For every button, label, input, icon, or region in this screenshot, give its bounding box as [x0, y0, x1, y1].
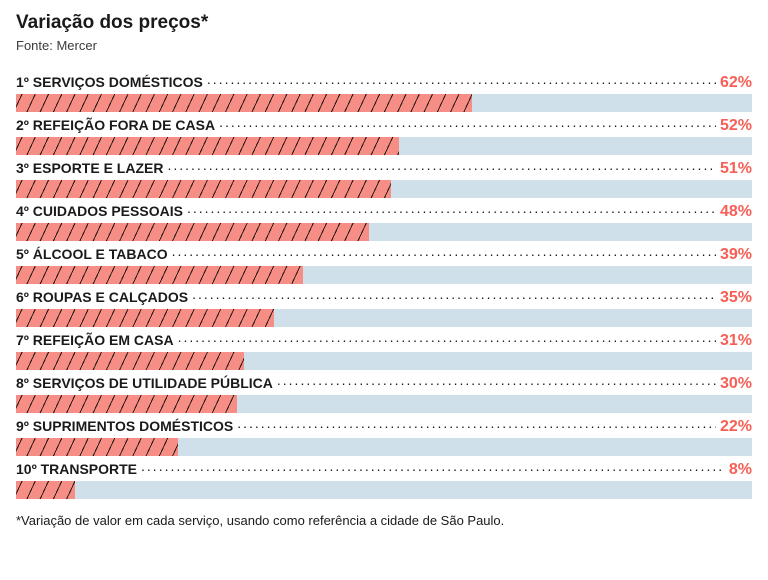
chart-row-label: 1º SERVIÇOS DOMÉSTICOS	[16, 74, 203, 90]
price-variation-chart: 1º SERVIÇOS DOMÉSTICOS 62% 2º REFEIÇÃO FOR…	[16, 73, 752, 499]
chart-row-label: 7º REFEIÇÃO EM CASA	[16, 332, 174, 348]
chart-row: 3º ESPORTE E LAZER 51%	[16, 159, 752, 198]
chart-row: 8º SERVIÇOS DE UTILIDADE PÚBLICA 30%	[16, 374, 752, 413]
chart-row-label-line: 8º SERVIÇOS DE UTILIDADE PÚBLICA 30%	[16, 374, 752, 393]
bar-fill	[16, 352, 244, 370]
leader-dots	[172, 245, 716, 259]
chart-row-label-line: 10º TRANSPORTE 8%	[16, 460, 752, 479]
chart-row: 10º TRANSPORTE 8%	[16, 460, 752, 499]
bar-track	[16, 180, 752, 198]
chart-row-label-line: 6º ROUPAS E CALÇADOS 35%	[16, 288, 752, 307]
chart-row: 2º REFEIÇÃO FORA DE CASA 52%	[16, 116, 752, 155]
bar-track	[16, 395, 752, 413]
chart-row: 7º REFEIÇÃO EM CASA 31%	[16, 331, 752, 370]
chart-row: 6º ROUPAS E CALÇADOS 35%	[16, 288, 752, 327]
bar-fill	[16, 438, 178, 456]
chart-row-label-line: 7º REFEIÇÃO EM CASA 31%	[16, 331, 752, 350]
chart-row-percent: 22%	[720, 418, 752, 436]
leader-dots	[277, 374, 716, 388]
chart-row-label: 5º ÁLCOOL E TABACO	[16, 246, 168, 262]
chart-row-label-line: 5º ÁLCOOL E TABACO 39%	[16, 245, 752, 264]
chart-row: 4º CUIDADOS PESSOAIS 48%	[16, 202, 752, 241]
bar-track	[16, 309, 752, 327]
chart-row-percent: 51%	[720, 160, 752, 178]
chart-row-label-line: 9º SUPRIMENTOS DOMÉSTICOS 22%	[16, 417, 752, 436]
chart-row-percent: 39%	[720, 246, 752, 264]
chart-row: 9º SUPRIMENTOS DOMÉSTICOS 22%	[16, 417, 752, 456]
chart-row: 5º ÁLCOOL E TABACO 39%	[16, 245, 752, 284]
chart-row-percent: 31%	[720, 332, 752, 350]
bar-fill	[16, 94, 472, 112]
chart-row-label: 8º SERVIÇOS DE UTILIDADE PÚBLICA	[16, 375, 273, 391]
leader-dots	[187, 202, 716, 216]
chart-row-label: 10º TRANSPORTE	[16, 461, 137, 477]
chart-row-label: 3º ESPORTE E LAZER	[16, 160, 163, 176]
chart-row-percent: 30%	[720, 375, 752, 393]
chart-row: 1º SERVIÇOS DOMÉSTICOS 62%	[16, 73, 752, 112]
bar-track	[16, 266, 752, 284]
chart-row-label: 6º ROUPAS E CALÇADOS	[16, 289, 188, 305]
bar-fill	[16, 481, 75, 499]
bar-track	[16, 352, 752, 370]
leader-dots	[237, 417, 716, 431]
chart-title: Variação dos preços*	[16, 12, 752, 34]
chart-row-percent: 8%	[729, 461, 752, 479]
chart-row-label-line: 4º CUIDADOS PESSOAIS 48%	[16, 202, 752, 221]
chart-row-label: 9º SUPRIMENTOS DOMÉSTICOS	[16, 418, 233, 434]
chart-row-percent: 35%	[720, 289, 752, 307]
bar-track	[16, 223, 752, 241]
chart-source: Fonte: Mercer	[16, 38, 752, 53]
bar-fill	[16, 266, 303, 284]
bar-track	[16, 94, 752, 112]
bar-fill	[16, 223, 369, 241]
chart-footnote: *Variação de valor em cada serviço, usan…	[16, 513, 752, 528]
bar-fill	[16, 180, 391, 198]
bar-fill	[16, 395, 237, 413]
bar-fill	[16, 309, 274, 327]
bar-track	[16, 481, 752, 499]
chart-row-label-line: 3º ESPORTE E LAZER 51%	[16, 159, 752, 178]
bar-fill	[16, 137, 399, 155]
leader-dots	[178, 331, 716, 345]
chart-row-label: 4º CUIDADOS PESSOAIS	[16, 203, 183, 219]
bar-track	[16, 137, 752, 155]
leader-dots	[192, 288, 716, 302]
leader-dots	[207, 73, 716, 87]
chart-row-percent: 52%	[720, 117, 752, 135]
bar-track	[16, 438, 752, 456]
leader-dots	[219, 116, 716, 130]
chart-row-label-line: 1º SERVIÇOS DOMÉSTICOS 62%	[16, 73, 752, 92]
chart-row-label-line: 2º REFEIÇÃO FORA DE CASA 52%	[16, 116, 752, 135]
chart-row-label: 2º REFEIÇÃO FORA DE CASA	[16, 117, 215, 133]
chart-row-percent: 62%	[720, 74, 752, 92]
leader-dots	[141, 460, 725, 474]
leader-dots	[167, 159, 715, 173]
chart-row-percent: 48%	[720, 203, 752, 221]
